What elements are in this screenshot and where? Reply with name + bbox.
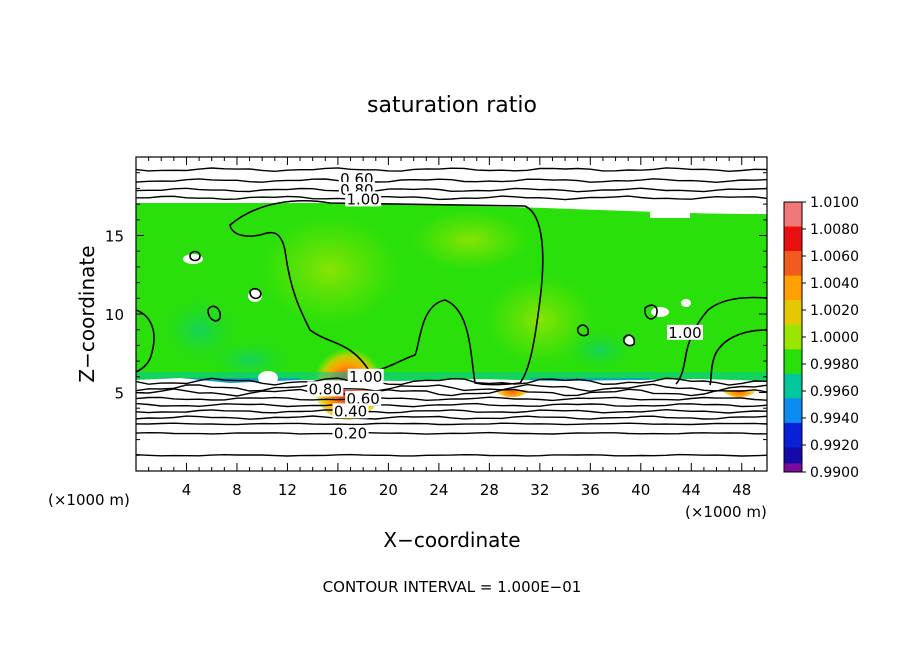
contour-1.00 (136, 309, 155, 373)
x-tick-label: 24 (429, 481, 448, 499)
isoline-lower (136, 431, 767, 435)
contour-label-text: 0.80 (309, 380, 342, 398)
colorbar-label: 0.9900 (810, 465, 859, 481)
colorbar-swatch (784, 275, 802, 301)
field-blob (560, 325, 640, 375)
contour-label: 1.00 (666, 324, 703, 342)
contour-1.00 (189, 250, 201, 262)
contour-label-bg (332, 403, 369, 419)
colorbar-swatch (784, 300, 802, 326)
colorbar-swatch (784, 463, 802, 472)
colorbar-label: 1.0020 (810, 303, 859, 319)
contour-label: 1.00 (347, 368, 384, 386)
colorbar-label: 0.9940 (810, 411, 859, 427)
contour-label-text: 0.40 (334, 402, 367, 420)
isoline-upper (136, 187, 767, 193)
isoline-lower (136, 453, 767, 457)
contour-label-bg (307, 381, 344, 397)
contour-label: 1.00 (345, 190, 382, 208)
colorbar-label: 1.0040 (810, 276, 859, 292)
contour-label-bg (345, 191, 382, 207)
x-unit-note-right: (×1000 m) (685, 503, 767, 521)
chart-title: saturation ratio (367, 93, 537, 118)
x-axis-title: X−coordinate (383, 528, 520, 552)
x-tick-label: 8 (232, 481, 242, 499)
contour-lines (136, 167, 767, 457)
contour-1.00 (709, 329, 767, 386)
contour-1.00 (207, 305, 222, 322)
x-tick-label: 12 (278, 481, 297, 499)
y-axis-title: Z−coordinate (75, 245, 99, 382)
contour-label-bg (666, 324, 703, 340)
x-tick-label: 48 (732, 481, 751, 499)
contour-labels: 0.600.801.001.001.000.800.600.400.20 (307, 170, 703, 442)
isoline-lower (136, 396, 767, 402)
isoline-lower (136, 377, 767, 386)
isoline-lower (136, 402, 767, 408)
contour-label-text: 1.00 (346, 190, 379, 208)
x-tick-label: 4 (182, 481, 192, 499)
axis-ticks (136, 157, 767, 471)
colorbar-swatch (784, 398, 802, 424)
colorbar-swatch (784, 349, 802, 375)
colorbar: 1.0100 1.0080 1.0060 1.0040 1.0020 1.0000 0.99… (783, 195, 859, 481)
isoline-lower (136, 415, 767, 420)
isoline-lower (136, 388, 767, 397)
isoline-upper (136, 167, 767, 173)
contour-label-bg (332, 425, 369, 441)
contour-label: 0.80 (307, 380, 344, 398)
isoline-upper (136, 195, 767, 201)
x-tick-label: 16 (328, 481, 347, 499)
y-tick-label: 5 (114, 385, 124, 403)
contour-label-text: 1.00 (668, 324, 701, 342)
isoline-upper (136, 178, 767, 184)
contour-1.00 (644, 304, 658, 320)
x-unit-note-left: (×1000 m) (48, 491, 130, 509)
colorbar-swatch (784, 422, 802, 448)
colorbar-label: 0.9920 (810, 438, 859, 454)
colorbar-label: 1.0060 (810, 249, 859, 265)
contour-1.00 (622, 334, 636, 347)
field-blob (410, 210, 530, 270)
contour-label: 0.20 (332, 424, 369, 442)
colorbar-label: 0.9980 (810, 357, 859, 373)
colorbar-swatch (784, 226, 802, 252)
colorbar-swatch (784, 202, 802, 228)
field-blob (260, 215, 400, 325)
cloud-base-band (160, 378, 300, 386)
contour-1.00 (229, 199, 544, 386)
contour-label: 0.40 (332, 402, 369, 420)
x-tick-label: 40 (631, 481, 650, 499)
colorbar-label: 1.0080 (810, 222, 859, 238)
x-tick-label: 28 (480, 481, 499, 499)
x-tick-label: 44 (682, 481, 701, 499)
isoline-lower (136, 383, 767, 393)
colorbar-label: 1.0100 (810, 195, 859, 211)
y-tick-label: 15 (105, 228, 124, 246)
contour-label: 0.60 (345, 390, 382, 408)
y-tick-label: 10 (105, 306, 124, 324)
contour-label-text: 0.20 (334, 424, 367, 442)
colorbar-swatch (784, 373, 802, 399)
contour-interval-note: CONTOUR INTERVAL = 1.000E−01 (323, 578, 582, 596)
colorbar-label: 1.0000 (810, 330, 859, 346)
isoline-lower (136, 422, 767, 426)
contour-1.00 (576, 324, 590, 337)
colorbar-label: 0.9960 (810, 384, 859, 400)
x-tick-label: 36 (581, 481, 600, 499)
isoline-lower (136, 408, 767, 414)
x-tick-label: 20 (379, 481, 398, 499)
x-tick-label: 32 (530, 481, 549, 499)
contour-1.00 (249, 287, 262, 300)
colorbar-swatch (784, 251, 802, 277)
contour-label-bg (347, 368, 384, 384)
contour-label-bg (345, 390, 382, 406)
contour-label-text: 0.60 (346, 390, 379, 408)
contour-label-text: 1.00 (349, 368, 382, 386)
colorbar-swatch (784, 324, 802, 350)
